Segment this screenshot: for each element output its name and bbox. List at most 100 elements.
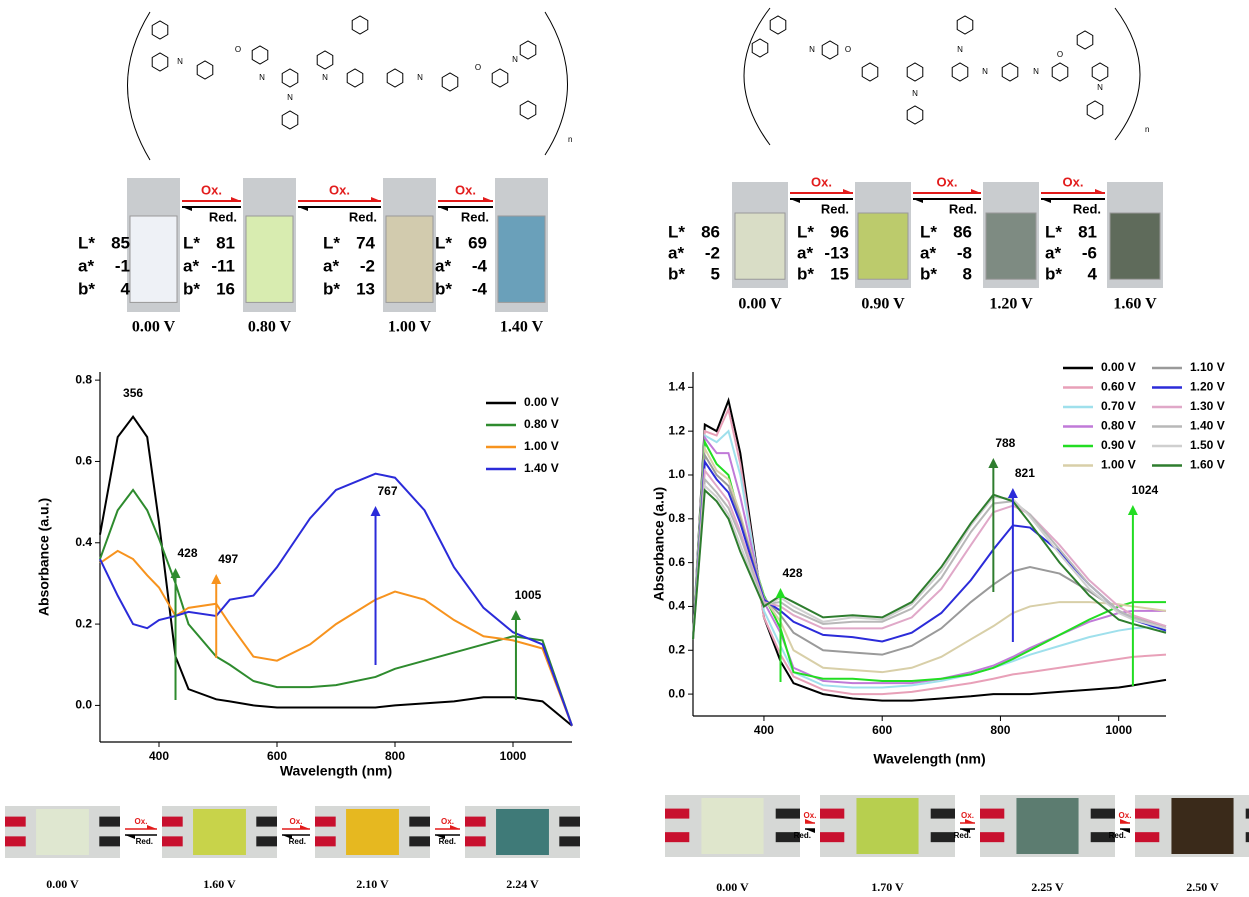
color-coordinate-value: -4 (472, 256, 488, 275)
y-tick-label: 0.8 (668, 511, 685, 525)
legend-label: 1.40 V (524, 461, 559, 475)
voltage-label: 1.00 V (388, 319, 432, 336)
y-tick-label: 0.2 (75, 616, 92, 630)
cuvette (985, 212, 1037, 280)
legend-label: 1.00 V (1101, 458, 1136, 472)
ox-label: Ox. (441, 817, 454, 826)
color-coordinate-value: -11 (211, 256, 235, 275)
device-film (193, 809, 246, 855)
ring (316, 50, 334, 70)
bracket (1114, 7, 1141, 141)
color-coordinate-value: 8 (963, 264, 972, 283)
clip-black (775, 808, 800, 819)
y-tick-label: 0.4 (668, 599, 685, 613)
legend-label: 1.00 V (524, 439, 559, 453)
color-coordinate-name: a* (1045, 243, 1061, 262)
x-tick-label: 600 (267, 749, 287, 763)
color-coordinate-value: -1 (115, 256, 130, 275)
atom-label: O (235, 45, 241, 54)
color-coordinate-name: b* (920, 264, 937, 283)
y-tick-label: 1.4 (668, 380, 685, 394)
line-series (99, 488, 573, 727)
ring (441, 72, 459, 92)
clip-red (820, 832, 845, 843)
color-coordinate-name: L* (1045, 222, 1062, 241)
line-series (99, 472, 573, 727)
ox-label: Ox. (329, 182, 350, 197)
x-tick-label: 1000 (1105, 723, 1132, 737)
atom-label: N (1033, 67, 1039, 76)
red-arrow-head (125, 835, 135, 839)
arrow-head (170, 568, 181, 578)
peak-label: 1024 (1132, 483, 1159, 497)
ring (951, 62, 969, 82)
device-film (36, 809, 89, 855)
color-coordinate-name: b* (1045, 264, 1062, 283)
color-coordinate-name: L* (323, 233, 340, 252)
y-tick-label: 0.4 (75, 535, 92, 549)
peak-label: 1005 (515, 588, 542, 602)
red-arrow-head (1041, 199, 1051, 203)
atom-label: N (957, 45, 963, 54)
cuvette (245, 215, 294, 303)
voltage-label: 0.80 V (248, 319, 292, 336)
ox-arrow-head (231, 197, 241, 201)
color-coordinate-name: a* (668, 243, 684, 262)
ring (861, 62, 879, 82)
ring (196, 60, 214, 80)
clip-red (315, 816, 336, 827)
ring (281, 68, 299, 88)
red-arrow-head (435, 835, 445, 839)
color-coordinate-value: 86 (701, 222, 720, 241)
line-series (692, 488, 1167, 640)
color-coordinate-value: -8 (957, 243, 972, 262)
clip-red (5, 836, 26, 847)
red-arrow-head (438, 207, 448, 211)
atom-label: N (177, 57, 183, 66)
arrow-head (1007, 488, 1018, 498)
color-coordinate-name: L* (797, 222, 814, 241)
voltage-label: 2.24 V (506, 877, 539, 891)
arrow-head (988, 458, 999, 468)
clip-red (315, 836, 336, 847)
ox-label: Ox. (455, 182, 476, 197)
atom-label: N (982, 67, 988, 76)
legend-label: 1.10 V (1190, 360, 1225, 374)
color-coordinate-value: 4 (121, 279, 131, 298)
cuvette (129, 215, 178, 303)
y-axis-title: Absorbance (a.u) (651, 487, 667, 601)
red-arrow-head (282, 835, 292, 839)
atom-label: O (475, 63, 481, 72)
y-tick-label: 0.6 (668, 555, 685, 569)
clip-black (256, 836, 277, 847)
clip-black (775, 832, 800, 843)
cuvette (1109, 212, 1161, 280)
clip-red (980, 808, 1005, 819)
ox-arrow-head (371, 197, 381, 201)
color-coordinate-value: 86 (953, 222, 972, 241)
color-coordinate-value: 15 (830, 264, 849, 283)
line-series (99, 415, 573, 727)
ring (151, 52, 169, 72)
line-series (692, 429, 1167, 689)
red-label: Red. (136, 837, 153, 846)
y-tick-label: 0.8 (75, 372, 92, 386)
y-tick-label: 0.6 (75, 454, 92, 468)
peak-label: 356 (123, 386, 143, 400)
y-axis-title: Absorbance (a.u.) (36, 498, 52, 616)
legend-label: 0.80 V (1101, 419, 1136, 433)
color-coordinate-name: a* (323, 256, 339, 275)
voltage-label: 2.50 V (1186, 880, 1219, 894)
ox-label: Ox. (201, 182, 222, 197)
clip-red (980, 832, 1005, 843)
device-film (856, 798, 919, 854)
clip-black (99, 836, 120, 847)
color-coordinate-value: 85 (111, 233, 130, 252)
ring (1051, 62, 1069, 82)
ring (346, 68, 364, 88)
red-label: Red. (794, 831, 811, 840)
color-coordinate-name: b* (797, 264, 814, 283)
cuvette (734, 212, 786, 280)
x-axis-title: Wavelength (nm) (873, 751, 985, 767)
cuvette (385, 215, 434, 303)
